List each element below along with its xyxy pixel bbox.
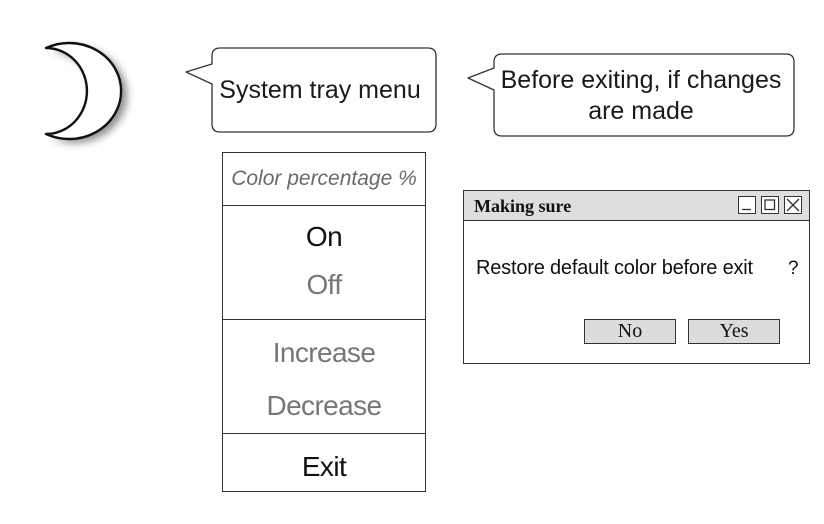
callout-system-tray-menu: System tray menu: [184, 46, 438, 134]
menu-item-off[interactable]: Off: [306, 269, 342, 300]
system-tray-menu: Color percentage % On Off Increase Decre…: [222, 152, 426, 492]
menu-separator: [223, 433, 425, 434]
callout-before-exiting: Before exiting, if changes are made: [466, 52, 796, 140]
callout-text: Before exiting, if changes are made: [500, 66, 782, 125]
minimize-button[interactable]: [738, 196, 756, 214]
menu-item-decrease[interactable]: Decrease: [266, 390, 382, 421]
menu-separator: [223, 205, 425, 206]
menu-item-on[interactable]: On: [305, 221, 343, 252]
callout-text: System tray menu: [219, 75, 421, 104]
maximize-icon: [764, 199, 776, 211]
dialog-titlebar[interactable]: Making sure: [464, 191, 809, 221]
close-button[interactable]: [784, 196, 802, 214]
maximize-button[interactable]: [761, 196, 779, 214]
menu-item-increase[interactable]: Increase: [272, 337, 376, 368]
menu-header: Color percentage %: [231, 167, 417, 190]
menu-separator: [223, 319, 425, 320]
confirm-dialog: Making sure Restore default color before…: [463, 190, 810, 364]
dialog-message: Restore default color before exit: [476, 257, 753, 279]
close-icon: [786, 198, 800, 212]
yes-button[interactable]: Yes: [688, 319, 780, 344]
dialog-question-mark: ?: [788, 258, 799, 279]
crescent-moon-icon[interactable]: [18, 26, 158, 156]
minimize-icon: [742, 208, 751, 211]
menu-item-exit[interactable]: Exit: [301, 451, 347, 482]
dialog-title: Making sure: [474, 196, 572, 216]
no-button[interactable]: No: [584, 319, 676, 344]
